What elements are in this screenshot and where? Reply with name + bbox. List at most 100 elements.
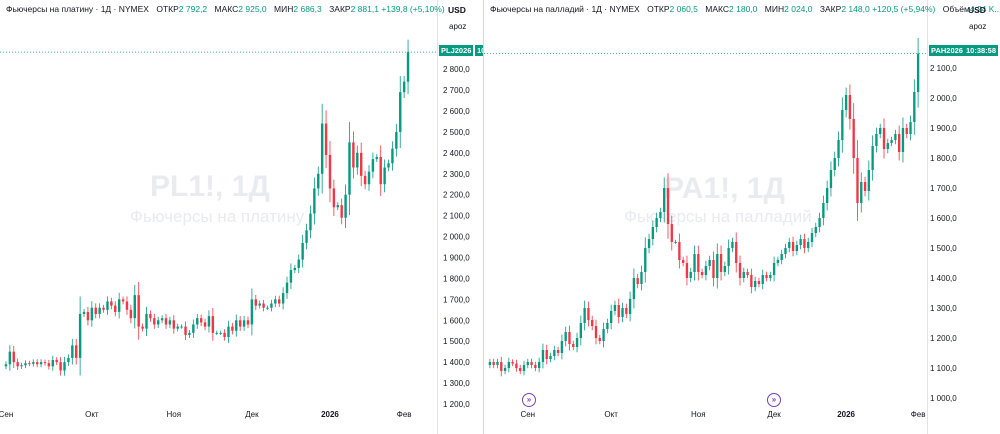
- candle-body: [406, 52, 410, 82]
- candle-body: [28, 363, 31, 365]
- candle-body: [207, 316, 211, 327]
- candle-body: [114, 305, 117, 312]
- price-axis-divider: [437, 0, 438, 434]
- event-marker-icon[interactable]: »: [767, 393, 781, 407]
- candle-body: [731, 242, 734, 248]
- chart-title[interactable]: Фьючерсы на палладий · 1Д · NYMEX: [490, 4, 640, 14]
- platinum-candlestick-chart[interactable]: 1 200,0 1 300,0 1 400,0 1 500,0 1 600,0 1 700…: [0, 0, 480, 434]
- candle-body: [266, 307, 269, 309]
- x-tick-label: Фев: [397, 410, 412, 419]
- candle-body: [825, 188, 829, 203]
- chart-title[interactable]: Фьючерсы на платину · 1Д · NYMEX: [6, 4, 149, 14]
- candle-body: [246, 320, 250, 325]
- x-tick-label: Окт: [604, 410, 618, 419]
- y-tick-label: 1 800,0: [930, 154, 957, 163]
- event-marker-icon[interactable]: »: [522, 393, 536, 407]
- candle-body: [507, 362, 511, 368]
- x-tick-label: Ноя: [167, 410, 182, 419]
- palladium-chart-panel[interactable]: PA1!, 1Д Фьючерсы на палладий 1 000,0 1 1…: [483, 0, 1000, 434]
- candle-body: [753, 281, 757, 287]
- y-tick-label: 1 600,0: [443, 316, 470, 325]
- price-axis-divider: [927, 0, 928, 434]
- chart-legend-header: Фьючерсы на палладий · 1Д · NYMEX ОТКР2 …: [490, 4, 1000, 14]
- x-tick-label: Дек: [767, 410, 781, 419]
- candle-body: [16, 362, 19, 367]
- candle-body: [156, 320, 160, 325]
- candle-body: [145, 314, 148, 329]
- y-tick-label: 2 100,0: [930, 64, 957, 73]
- candle-body: [591, 320, 594, 326]
- unit-button[interactable]: apoz: [449, 22, 467, 31]
- candle-body: [568, 332, 571, 344]
- candle-body: [723, 266, 727, 272]
- candle-body: [336, 205, 339, 208]
- candle-body: [340, 205, 343, 218]
- candle-body: [617, 305, 620, 317]
- candle-body: [43, 362, 47, 364]
- candle-body: [391, 148, 394, 164]
- candle-body: [685, 263, 689, 278]
- candle-body: [78, 314, 82, 358]
- candle-body: [587, 308, 590, 320]
- candle-body: [674, 242, 677, 243]
- candle-body: [20, 365, 23, 367]
- candle-body: [689, 272, 692, 278]
- unit-button[interactable]: apoz: [969, 22, 987, 31]
- candle-body: [254, 299, 258, 306]
- candle-body: [545, 350, 548, 359]
- candle-body: [670, 224, 673, 242]
- candle-body: [738, 263, 742, 278]
- candle-body: [94, 307, 97, 314]
- candle-body: [916, 53, 920, 92]
- candle-body: [47, 363, 51, 367]
- x-tick-label: Окт: [85, 410, 99, 419]
- candle-body: [556, 350, 560, 353]
- candle-body: [149, 314, 152, 319]
- change-value: +120,5 (+5,94%): [872, 4, 936, 14]
- close-value: 2 881,1: [350, 4, 379, 14]
- candle-body: [293, 267, 297, 271]
- platinum-chart-panel[interactable]: PL1!, 1Д Фьючерсы на платину 1 200,0 1 30…: [0, 0, 510, 434]
- candle-body: [613, 305, 617, 311]
- candle-body: [219, 332, 222, 334]
- y-tick-label: 1 400,0: [930, 274, 957, 283]
- candle-body: [598, 338, 601, 341]
- y-tick-label: 1 200,0: [930, 334, 957, 343]
- candle-body: [746, 272, 749, 275]
- candle-body: [640, 272, 643, 284]
- candle-body: [788, 242, 791, 248]
- candle-body: [791, 242, 795, 251]
- y-tick-label: 1 800,0: [443, 274, 470, 283]
- y-tick-label: 2 600,0: [443, 107, 470, 116]
- candle-body: [387, 163, 390, 168]
- candle-body: [625, 308, 628, 314]
- y-tick-label: 1 900,0: [930, 124, 957, 133]
- candle-body: [867, 170, 871, 191]
- candle-body: [503, 368, 507, 371]
- candle-body: [356, 152, 359, 168]
- candle-body: [238, 320, 242, 327]
- currency-label[interactable]: USD: [448, 5, 466, 15]
- chart-watermark-name: Фьючерсы на палладий: [624, 207, 812, 226]
- candle-body: [594, 326, 598, 338]
- candle-body: [102, 307, 105, 310]
- candle-body: [8, 351, 12, 365]
- more-button[interactable]: ...: [452, 4, 460, 14]
- candle-body: [188, 332, 191, 335]
- low-value: 2 024,0: [784, 4, 813, 14]
- candle-body: [359, 152, 363, 176]
- candle-body: [663, 188, 666, 212]
- candle-body: [784, 248, 787, 254]
- y-tick-label: 2 100,0: [443, 212, 470, 221]
- candle-body: [184, 326, 187, 335]
- candle-body: [560, 341, 564, 353]
- palladium-candlestick-chart[interactable]: 1 000,0 1 100,0 1 200,0 1 300,0 1 400,0 1 500…: [484, 0, 1000, 434]
- y-tick-label: 2 000,0: [443, 233, 470, 242]
- candle-body: [628, 299, 632, 314]
- y-tick-label: 2 400,0: [443, 149, 470, 158]
- candle-body: [39, 362, 43, 365]
- candle-body: [807, 242, 810, 248]
- currency-label[interactable]: USD: [968, 5, 986, 15]
- price-tag-symbol: PLJ2026: [439, 45, 474, 56]
- x-tick-label: Сен: [520, 410, 535, 419]
